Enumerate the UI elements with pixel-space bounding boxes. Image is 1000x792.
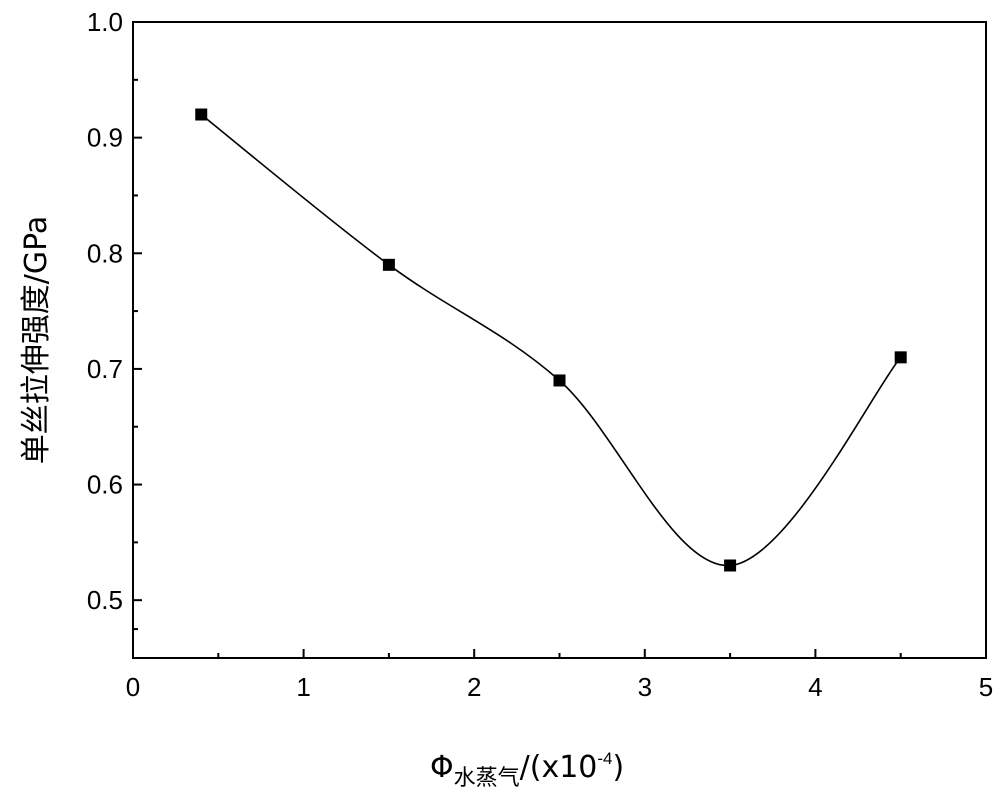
- data-point: [895, 351, 907, 363]
- x-tick-label: 0: [126, 672, 140, 702]
- data-point: [724, 559, 736, 571]
- y-tick-label: 0.7: [87, 354, 123, 384]
- series-markers: [195, 109, 906, 572]
- data-point: [383, 259, 395, 271]
- x-axis-title: Φ水蒸气/(x10-4): [430, 749, 624, 791]
- y-tick-label: 1.0: [87, 7, 123, 37]
- x-tick-label: 2: [467, 672, 481, 702]
- plot-frame: [133, 22, 986, 658]
- x-axis-title-close: ): [613, 750, 625, 785]
- x-tick-label: 3: [638, 672, 652, 702]
- x-axis-title-main: Φ: [430, 750, 454, 785]
- y-tick-label: 0.5: [87, 585, 123, 615]
- y-tick-label: 0.9: [87, 123, 123, 153]
- series-line: [201, 115, 901, 566]
- y-tick-label: 0.8: [87, 238, 123, 268]
- x-axis-ticks: 0 1 2 3 4 5: [126, 649, 993, 702]
- x-axis-title-superscript: -4: [597, 749, 612, 768]
- y-axis-title: 单丝拉伸强度/GPa: [19, 216, 54, 464]
- x-axis-title-subscript: 水蒸气: [454, 766, 520, 791]
- y-tick-label: 0.6: [87, 470, 123, 500]
- data-point: [554, 374, 566, 386]
- x-tick-label: 1: [296, 672, 310, 702]
- x-tick-label: 5: [979, 672, 993, 702]
- x-axis-title-suffix: /(x10: [520, 750, 598, 785]
- data-point: [195, 109, 207, 121]
- x-tick-label: 4: [808, 672, 822, 702]
